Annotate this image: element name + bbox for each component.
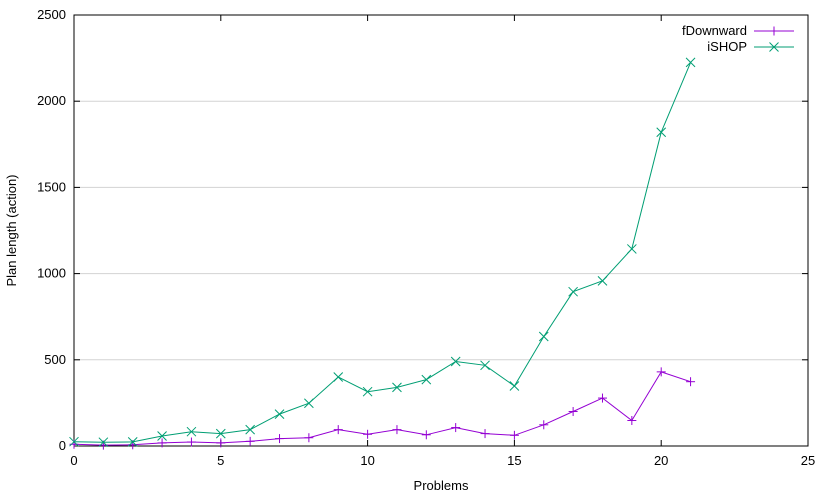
- legend-swatch-marker: [769, 42, 779, 52]
- x-tick-label: 10: [360, 453, 374, 468]
- data-point-fDownward: [539, 420, 549, 430]
- data-point-iSHOP: [127, 437, 138, 447]
- y-tick-label: 2000: [37, 93, 66, 108]
- data-point-iSHOP: [568, 286, 578, 297]
- data-point-iSHOP: [450, 356, 461, 367]
- data-point-iSHOP: [538, 331, 549, 342]
- data-point-iSHOP: [656, 127, 667, 138]
- data-point-iSHOP: [392, 382, 402, 393]
- axis-ticks: 0 500 1000 1500 2000 2500 0 5 10 15 20 25: [37, 7, 815, 468]
- y-tick-label: 1000: [37, 266, 66, 281]
- data-point-iSHOP: [333, 372, 344, 382]
- series-iSHOP: [69, 57, 696, 448]
- data-point-iSHOP: [215, 428, 226, 439]
- data-point-fDownward: [686, 377, 696, 387]
- legend-label: fDownward: [682, 23, 747, 38]
- y-tick-label: 2500: [37, 7, 66, 22]
- data-point-fDownward: [157, 438, 167, 448]
- legend-item-iSHOP: iSHOP: [707, 39, 794, 54]
- data-point-iSHOP: [304, 398, 314, 409]
- legend-label: iSHOP: [707, 39, 747, 54]
- y-axis-label: Plan length (action): [4, 174, 19, 286]
- data-point-iSHOP: [157, 431, 167, 441]
- data-point-iSHOP: [421, 374, 432, 385]
- data-point-iSHOP: [362, 386, 373, 397]
- y-tick-label: 1500: [37, 179, 66, 194]
- plot-area-frame: [73, 14, 809, 447]
- data-point-fDownward: [597, 393, 607, 403]
- data-point-fDownward: [392, 425, 402, 435]
- legend-item-fDownward: fDownward: [682, 23, 794, 38]
- data-point-fDownward: [421, 430, 431, 440]
- x-tick-label: 15: [507, 453, 521, 468]
- data-point-fDownward: [304, 433, 314, 443]
- series-line-iSHOP: [73, 62, 692, 443]
- x-tick-label: 0: [70, 453, 77, 468]
- data-point-fDownward: [363, 429, 373, 439]
- data-point-iSHOP: [69, 436, 79, 447]
- data-point-iSHOP: [685, 57, 696, 68]
- legend-swatch-marker: [769, 26, 779, 36]
- data-point-iSHOP: [186, 426, 197, 437]
- data-point-iSHOP: [626, 244, 637, 254]
- data-point-fDownward: [186, 437, 196, 447]
- data-point-fDownward: [627, 415, 637, 425]
- data-point-iSHOP: [245, 424, 256, 435]
- y-tick-label: 0: [59, 438, 66, 453]
- y-tick-label: 500: [44, 352, 66, 367]
- data-point-iSHOP: [274, 409, 285, 419]
- x-tick-label: 5: [217, 453, 224, 468]
- data-point-fDownward: [509, 430, 519, 440]
- data-point-iSHOP: [509, 381, 520, 391]
- series-line-fDownward: [73, 371, 691, 446]
- data-point-fDownward: [275, 434, 285, 444]
- data-point-fDownward: [245, 436, 255, 446]
- x-tick-label: 20: [654, 453, 668, 468]
- data-point-iSHOP: [98, 437, 109, 448]
- data-point-fDownward: [568, 407, 578, 417]
- series-fDownward: [69, 367, 696, 450]
- series-group: [69, 57, 696, 450]
- data-point-fDownward: [216, 438, 226, 448]
- data-point-fDownward: [480, 429, 490, 439]
- grid-lines: [74, 100, 808, 361]
- data-point-fDownward: [333, 425, 343, 435]
- data-point-iSHOP: [597, 275, 608, 286]
- data-point-fDownward: [451, 423, 461, 433]
- x-tick-label: 25: [801, 453, 815, 468]
- x-axis-label: Problems: [414, 478, 469, 493]
- data-point-iSHOP: [480, 360, 490, 371]
- data-point-fDownward: [656, 367, 666, 377]
